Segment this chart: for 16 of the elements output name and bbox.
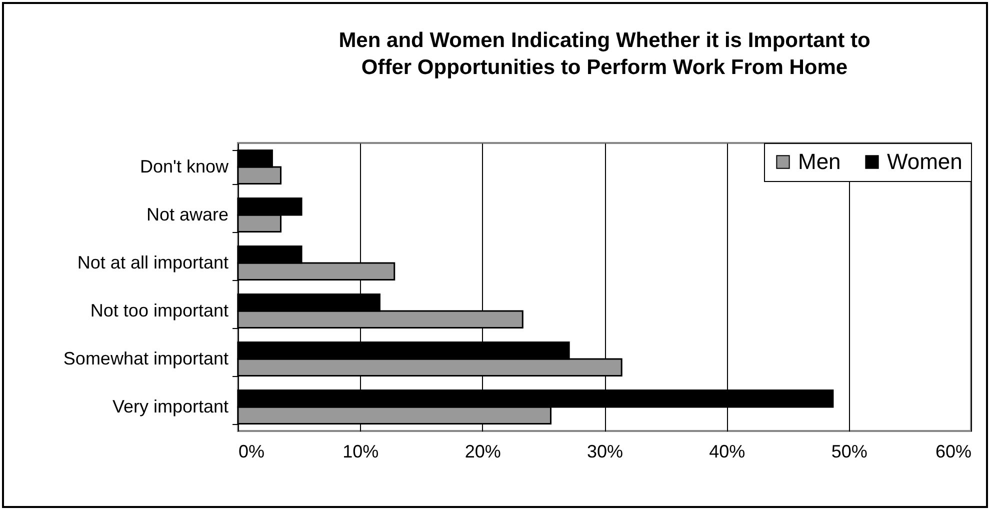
y-tick-label: Somewhat important (63, 348, 228, 368)
x-tick-label: 10% (342, 442, 379, 462)
y-tick-label: Not too important (90, 300, 228, 320)
x-tick-label: 30% (586, 442, 624, 462)
chart-title: Men and Women Indicating Whether it is Important to Offer Opportunities to Perform Work From Home (338, 29, 870, 79)
legend-label: Women (887, 149, 962, 174)
x-tick-label: 20% (464, 442, 501, 462)
legend-label: Men (798, 149, 841, 174)
x-tick-label: 50% (831, 442, 868, 462)
y-tick-label: Not at all important (77, 252, 228, 272)
y-tick-label: Not aware (146, 204, 228, 224)
y-tick-label: Don't know (140, 156, 230, 176)
y-tick-label: Very important (112, 396, 228, 416)
x-tick-label: 40% (709, 442, 746, 462)
x-tick-label: 60% (935, 442, 972, 462)
x-tick-label: 0% (238, 442, 265, 462)
